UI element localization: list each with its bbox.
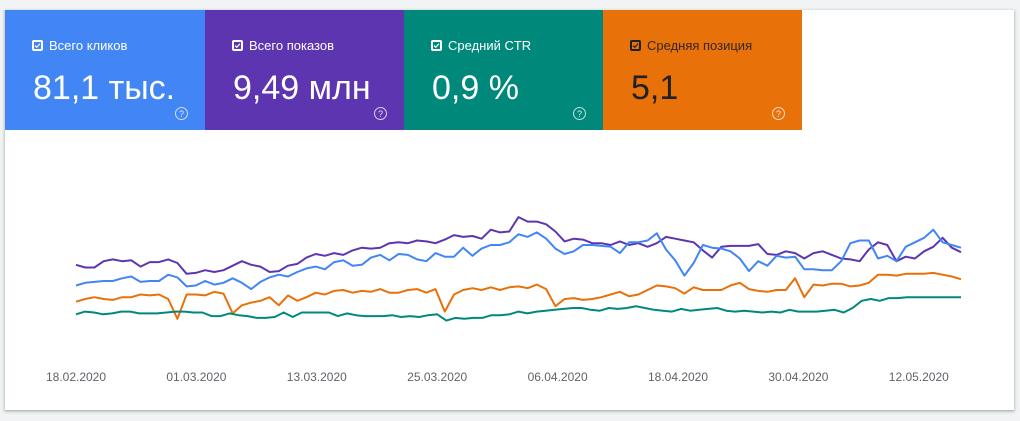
performance-line-chart: 18.02.2020 01.03.2020 13.03.2020 25.03.2020…: [46, 216, 962, 384]
tile-label: Всего кликов: [49, 38, 128, 53]
tile-average-ctr[interactable]: Средний CTR 0,9 % ?: [404, 10, 603, 130]
checkbox-checked-icon[interactable]: [630, 40, 641, 51]
help-icon[interactable]: ?: [573, 107, 586, 120]
x-tick-label: 18.02.2020: [46, 370, 106, 384]
checkbox-checked-icon[interactable]: [431, 40, 442, 51]
tile-label: Всего показов: [249, 38, 334, 53]
x-tick-label: 06.04.2020: [528, 370, 588, 384]
x-tick-label: 01.03.2020: [166, 370, 226, 384]
tile-average-position[interactable]: Средняя позиция 5,1 ?: [603, 10, 802, 130]
tile-label: Средняя позиция: [647, 38, 753, 53]
tile-value: 0,9 %: [432, 69, 519, 107]
x-axis: 18.02.2020 01.03.2020 13.03.2020 25.03.2020…: [46, 370, 949, 384]
tile-header: Всего кликов: [32, 38, 127, 53]
checkbox-checked-icon[interactable]: [232, 40, 243, 51]
tile-header: Средняя позиция: [630, 38, 752, 53]
tile-header: Средний CTR: [431, 38, 531, 53]
series-line-1: [75, 228, 962, 291]
help-icon[interactable]: ?: [772, 107, 785, 120]
series-line-0: [75, 216, 962, 275]
x-tick-label: 13.03.2020: [287, 370, 347, 384]
tile-total-impressions[interactable]: Всего показов 9,49 млн ?: [205, 10, 404, 130]
x-tick-label: 18.04.2020: [648, 370, 708, 384]
metric-tiles: Всего кликов 81,1 тыс. ? Всего показов 9…: [5, 10, 802, 130]
chart-lines: [75, 216, 962, 322]
series-line-2: [75, 271, 962, 320]
tile-total-clicks[interactable]: Всего кликов 81,1 тыс. ?: [5, 10, 205, 130]
tile-header: Всего показов: [232, 38, 334, 53]
x-tick-label: 25.03.2020: [407, 370, 467, 384]
checkbox-checked-icon[interactable]: [32, 40, 43, 51]
performance-card: Всего кликов 81,1 тыс. ? Всего показов 9…: [5, 10, 1014, 410]
tile-label: Средний CTR: [448, 38, 532, 53]
tile-value: 9,49 млн: [233, 69, 371, 107]
tile-value: 81,1 тыс.: [33, 69, 176, 107]
help-icon[interactable]: ?: [374, 107, 387, 120]
x-tick-label: 12.05.2020: [889, 370, 949, 384]
tile-value: 5,1: [631, 69, 679, 107]
help-icon[interactable]: ?: [175, 107, 188, 120]
x-tick-label: 30.04.2020: [768, 370, 828, 384]
series-line-3: [75, 296, 961, 322]
